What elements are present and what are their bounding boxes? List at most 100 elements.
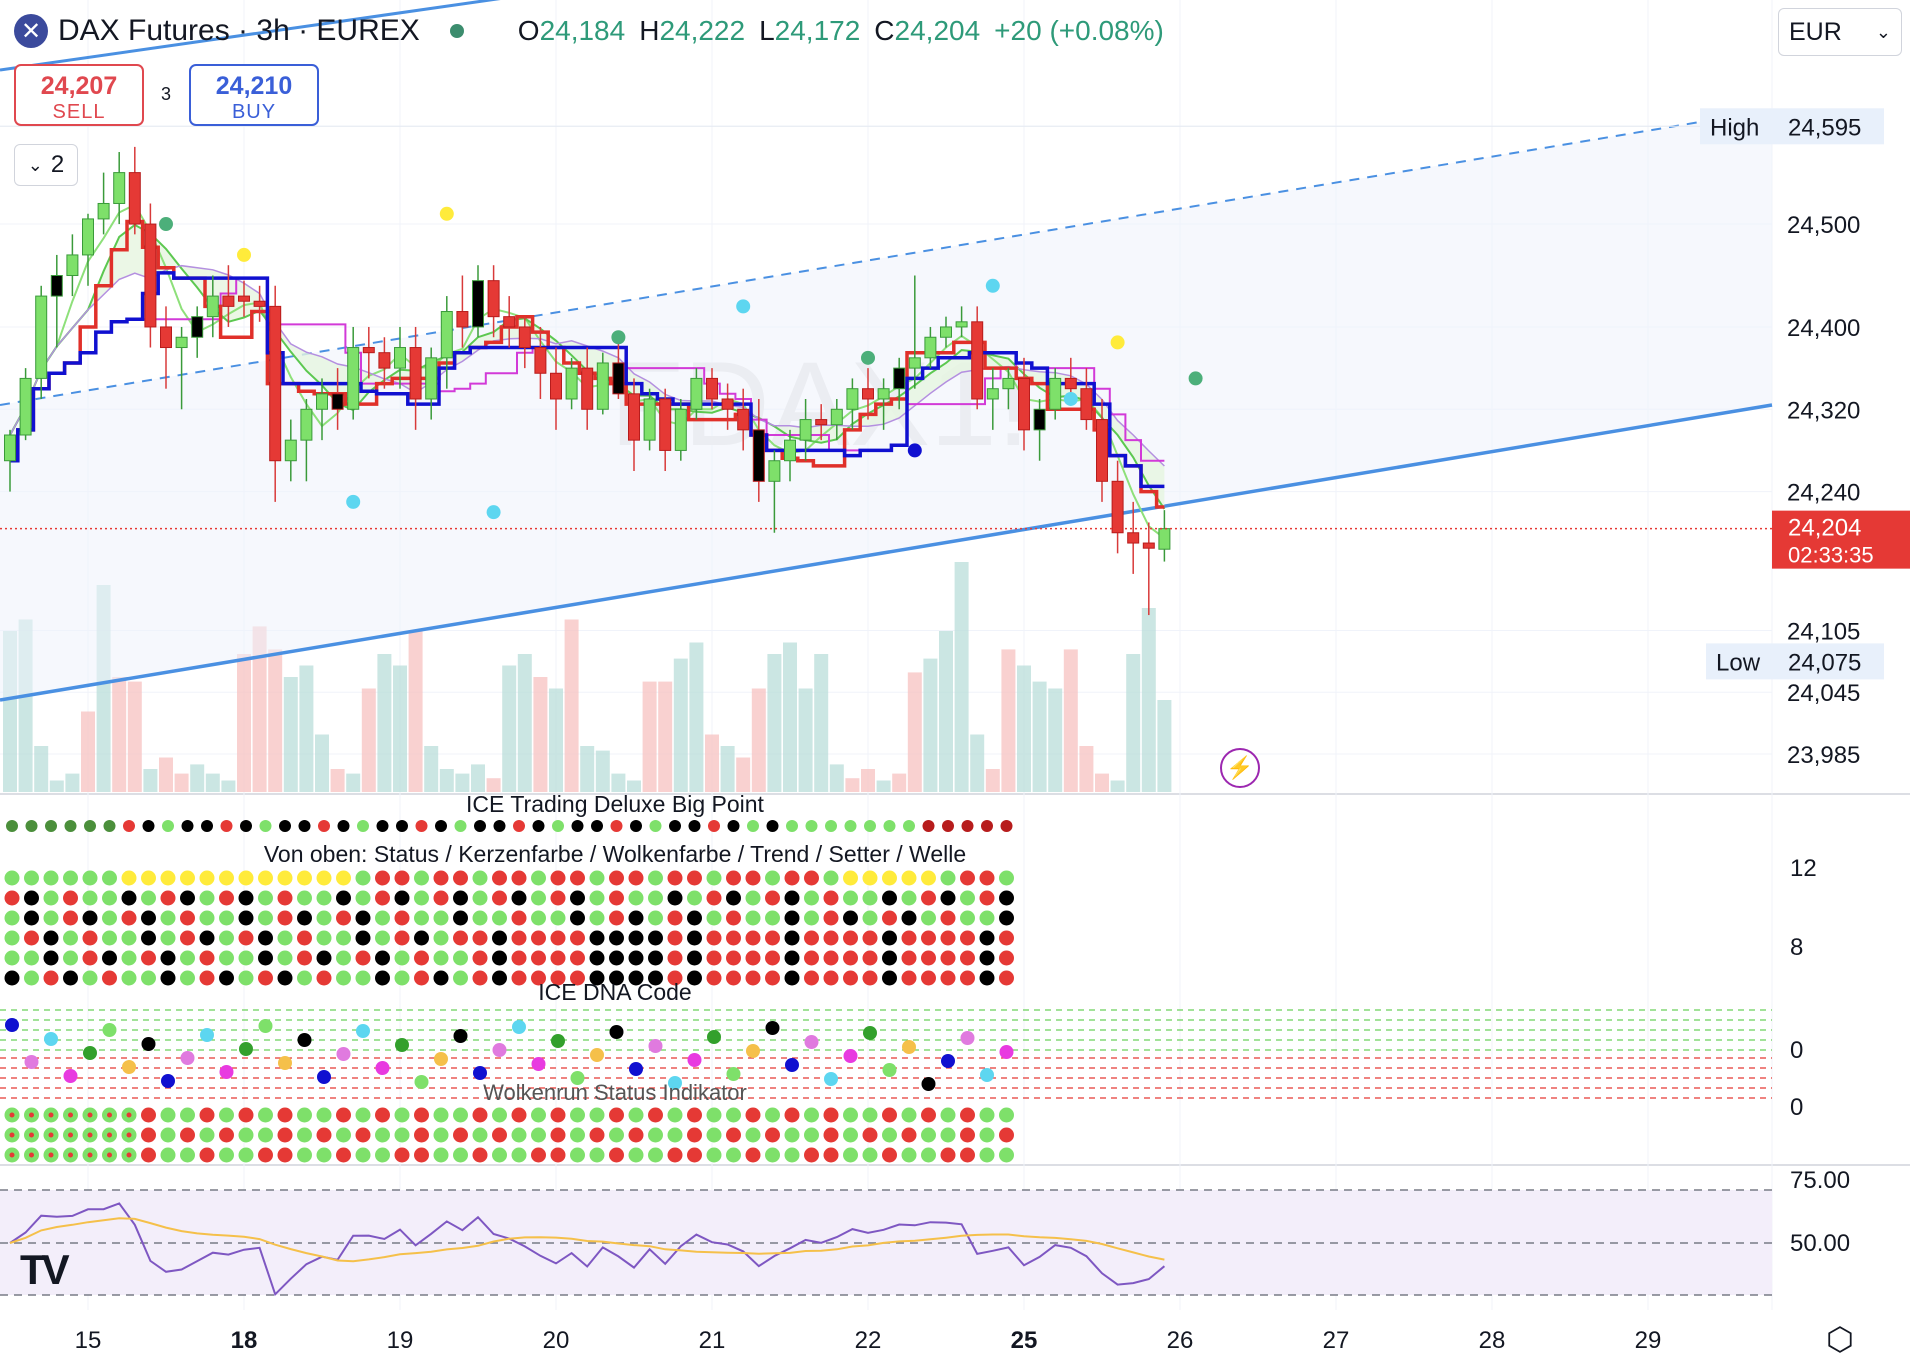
status-dot bbox=[550, 870, 566, 886]
status-dot bbox=[784, 950, 800, 966]
volume-bar bbox=[611, 773, 626, 792]
candle-body bbox=[472, 280, 484, 328]
candle-body bbox=[862, 388, 874, 400]
dna-dot bbox=[63, 1069, 78, 1083]
status-dot bbox=[493, 820, 506, 832]
candle-body bbox=[1064, 377, 1077, 390]
wolke-dot bbox=[355, 1147, 371, 1163]
countdown-timer: 02:33:35 bbox=[1788, 543, 1874, 568]
status-dot bbox=[747, 820, 759, 832]
wolke-dot bbox=[550, 1147, 566, 1163]
status-dot bbox=[394, 870, 410, 886]
status-dot bbox=[745, 950, 761, 966]
wolke-dot bbox=[492, 1147, 507, 1163]
status-dot bbox=[492, 890, 507, 906]
status-dot bbox=[201, 820, 213, 832]
candle-body bbox=[690, 377, 703, 410]
status-dot bbox=[687, 870, 702, 886]
lightning-icon[interactable]: ⚡ bbox=[1220, 748, 1260, 788]
status-dot bbox=[25, 820, 38, 832]
wolke-dot bbox=[823, 1127, 839, 1143]
settings-icon[interactable]: ⬡ bbox=[1826, 1321, 1854, 1357]
wolke-dot bbox=[531, 1147, 546, 1163]
status-dot bbox=[960, 890, 975, 906]
status-dot bbox=[316, 970, 332, 986]
status-dot bbox=[316, 910, 332, 926]
status-dot bbox=[24, 890, 39, 906]
status-dot bbox=[219, 930, 234, 946]
status-dot bbox=[238, 970, 254, 986]
candle-body bbox=[908, 357, 921, 369]
status-dot bbox=[258, 950, 273, 966]
volume-bar bbox=[455, 773, 470, 792]
status-dot bbox=[901, 890, 917, 906]
dna-dot bbox=[141, 1037, 156, 1051]
volume-bars bbox=[3, 562, 1172, 792]
status-dot bbox=[316, 950, 332, 966]
price-tick-label: 24,500 bbox=[1787, 212, 1860, 239]
status-dot bbox=[6, 820, 18, 832]
wolke-dot bbox=[862, 1147, 878, 1163]
wolke-dot-center bbox=[29, 1132, 34, 1138]
kijun-line bbox=[10, 271, 1165, 489]
volume-bar bbox=[1141, 608, 1156, 792]
wolke-dot-center bbox=[87, 1112, 93, 1118]
dna-dot bbox=[629, 1062, 643, 1076]
candle-body bbox=[440, 311, 453, 359]
status-dot bbox=[628, 890, 644, 906]
wolke-dot bbox=[901, 1147, 917, 1163]
status-dot bbox=[999, 970, 1014, 986]
status-dot bbox=[238, 950, 254, 966]
chart-header: ✕ DAX Futures · 3h · EUREX O 24,184 H 24,2… bbox=[0, 0, 1164, 62]
wolke-dot-center bbox=[107, 1112, 112, 1118]
status-dot bbox=[102, 910, 117, 926]
status-dot bbox=[843, 950, 858, 966]
wolke-dot-center bbox=[68, 1112, 73, 1118]
dna-dot bbox=[375, 1061, 390, 1075]
wolke-dot bbox=[219, 1107, 234, 1123]
status-dot bbox=[355, 950, 371, 966]
low-value: 24,075 bbox=[1788, 649, 1861, 676]
dna-dot bbox=[102, 1023, 117, 1037]
sell-button[interactable]: 24,207 SELL bbox=[14, 64, 144, 126]
candle-body bbox=[721, 398, 734, 410]
status-dot bbox=[862, 890, 878, 906]
high-label: High bbox=[1710, 114, 1759, 141]
status-dot bbox=[669, 820, 681, 832]
volume-bar bbox=[595, 750, 610, 792]
buy-button[interactable]: 24,210 BUY bbox=[189, 64, 319, 126]
candle-body bbox=[830, 408, 843, 426]
wolke-dot bbox=[940, 1107, 956, 1123]
indicators-collapse-button[interactable]: ⌄ 2 bbox=[14, 144, 78, 186]
time-tick-label: 20 bbox=[543, 1327, 570, 1354]
wolke-dot bbox=[472, 1127, 488, 1143]
low-value-bg bbox=[1772, 643, 1884, 680]
wolke-dot bbox=[999, 1127, 1014, 1143]
signal-marker bbox=[346, 494, 361, 509]
status-dot bbox=[511, 930, 527, 946]
status-dot bbox=[901, 950, 917, 966]
status-dot bbox=[472, 910, 488, 926]
wolke-dot bbox=[960, 1107, 975, 1123]
symbol-title[interactable]: DAX Futures · 3h · EUREX bbox=[58, 14, 420, 47]
tradingview-logo[interactable]: TV bbox=[20, 1246, 70, 1293]
status-dot bbox=[414, 930, 429, 946]
volume-bar bbox=[783, 642, 797, 792]
wolke-dot bbox=[940, 1147, 956, 1163]
pane1-tick: 8 bbox=[1790, 934, 1803, 961]
status-dot bbox=[199, 950, 215, 966]
status-dot bbox=[277, 970, 293, 986]
volume-bar bbox=[1048, 688, 1063, 792]
wolke-dot bbox=[277, 1107, 293, 1123]
status-dot bbox=[550, 930, 566, 946]
candle-body bbox=[768, 460, 781, 482]
dna-dot bbox=[239, 1042, 253, 1056]
status-dot bbox=[921, 930, 936, 946]
currency-select[interactable]: EUR ⌄ bbox=[1778, 8, 1902, 56]
dna-dot bbox=[648, 1039, 663, 1053]
close-icon[interactable]: ✕ bbox=[14, 14, 48, 48]
wolke-dot bbox=[706, 1127, 722, 1143]
chevron-down-icon: ⌄ bbox=[27, 154, 43, 175]
market-status-icon[interactable] bbox=[449, 24, 464, 38]
